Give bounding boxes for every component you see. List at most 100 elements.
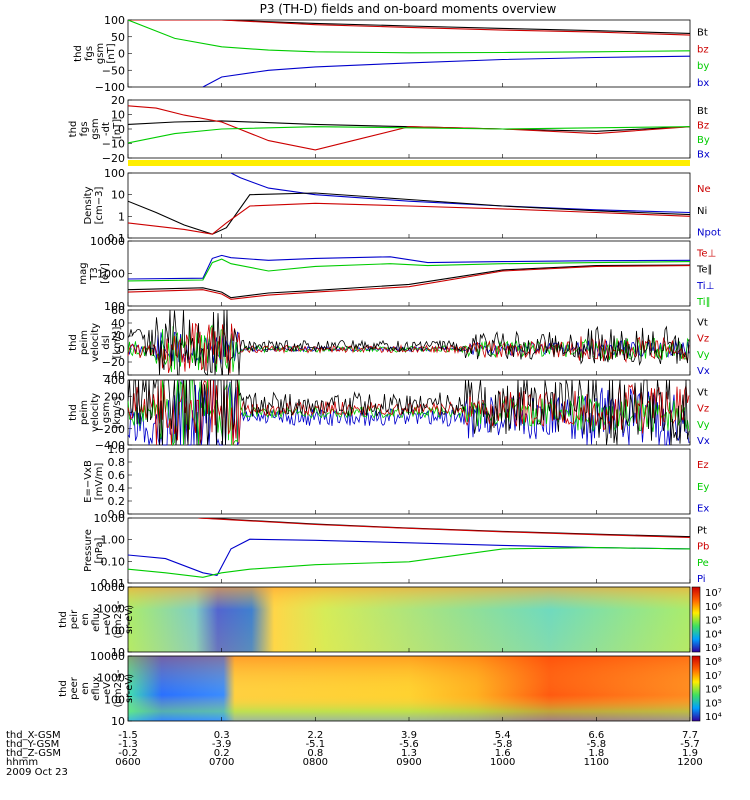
legend-entry: Vt	[697, 387, 708, 398]
ytick-label: 0	[118, 48, 125, 61]
ylabel-line: thd	[68, 404, 79, 421]
series-Ti∥	[128, 258, 690, 282]
ytick-label: 0.6	[108, 469, 126, 482]
series-Pt	[198, 518, 690, 538]
legend-entry: by	[697, 61, 709, 72]
ylabel-line: thd	[58, 611, 69, 628]
legend-entry: Te∥	[696, 265, 713, 276]
ytick-label: 0.0	[108, 508, 126, 521]
ytick-label: 0.8	[108, 456, 126, 469]
ytick-label: 10000	[90, 235, 125, 248]
ylabel-line: mag	[78, 262, 89, 284]
series-Pb	[198, 518, 690, 539]
ylabel-line: E=−VxB	[83, 460, 94, 503]
spectrogram-shade	[128, 656, 690, 721]
ephemeris-value: 3.9	[401, 730, 417, 741]
colorbar: 10⁸ 10⁷ 10⁶ 10⁵ 10⁴	[691, 655, 722, 723]
legend-entry: Ex	[697, 504, 709, 515]
ylabel-line: gsm	[90, 118, 101, 139]
legend-entry: Pi	[697, 574, 706, 585]
series-Te⊥	[128, 265, 690, 300]
legend-entry: Bt	[697, 106, 708, 117]
noise-trace	[127, 379, 690, 446]
colorbar: 10⁷ 10⁶ 10⁵ 10⁴ 10³	[691, 586, 722, 654]
ytick-label: 100	[104, 624, 125, 637]
ylabel-line: Pressure	[83, 529, 94, 572]
panel-electron-spectrogram: 10⁸ 10⁷ 10⁶ 10⁵ 10⁴ 10000 1000 100 10 thd peer en ef…	[58, 650, 722, 728]
ylabel-line: T3	[89, 267, 100, 280]
ylabel-line: fgs	[79, 121, 90, 136]
ephemeris-value: -5.7	[680, 739, 700, 750]
series-by	[128, 20, 690, 54]
ephemeris-value: -5.6	[399, 739, 419, 750]
legend-entry: Bt	[697, 28, 708, 39]
ytick-label: 0.10	[101, 555, 126, 568]
xtick-label: 1100	[584, 757, 609, 768]
ylabel-line: thd	[68, 121, 79, 138]
series-Bt	[128, 120, 690, 132]
ytick-label: 10	[111, 189, 125, 202]
ytick-label: 60	[111, 304, 125, 317]
ephemeris-label: hhmm	[6, 757, 38, 768]
date-label: 2009 Oct 23	[6, 767, 68, 778]
figure-title: P3 (TH-D) fields and on-board moments ov…	[260, 2, 557, 16]
series-Bz	[128, 105, 690, 151]
ephemeris-label: thd_Z-GSM	[6, 748, 61, 759]
ephemeris-value: -5.1	[306, 739, 326, 750]
ytick-label: 0.4	[108, 482, 126, 495]
ylabel-line: velocity	[90, 323, 101, 362]
colorbar-label: 10⁴	[705, 629, 722, 640]
legend-entry: Ti⊥	[696, 281, 714, 292]
ylabel-line: peer	[69, 676, 80, 700]
ephemeris-value: 5.4	[495, 730, 511, 741]
ephemeris-value: 1.6	[495, 748, 511, 759]
legend-entry: Te⊥	[696, 248, 716, 259]
ytick-label: 10000	[90, 581, 125, 594]
ytick-label: 1000	[97, 603, 125, 616]
ylabel-line: eV	[102, 682, 113, 695]
xtick-label: 0800	[303, 757, 328, 768]
ytick-label: 1.00	[101, 534, 126, 547]
legend-entry: Ni	[697, 206, 707, 217]
series-bz	[128, 20, 690, 36]
panel-density: 100 10 1 0.1 Density [cm−3] Ne Ni Npot	[83, 167, 721, 245]
ylabel-line: eflux	[91, 607, 102, 632]
ytick-label: 20	[111, 94, 125, 107]
xtick-label: 0700	[209, 757, 234, 768]
ylabel-line: velocity	[90, 393, 101, 432]
ytick-label: −200	[95, 423, 125, 436]
ephemeris-value: 1.9	[682, 748, 698, 759]
colorbar-label: 10⁵	[705, 616, 722, 627]
panel-temperature: 10000 1000 100 mag T3 [eV] Te⊥ Te∥ Ti⊥ Ti∥	[78, 235, 716, 313]
panel-fgs-gsm: 100 50 0 −50 −100 thd fgs gsm [nT] Bt bz by bx	[73, 14, 709, 94]
series-Te∥	[128, 264, 690, 299]
legend-entry: Vy	[697, 420, 710, 431]
ytick-label: 10.00	[94, 512, 126, 525]
panel-frame	[127, 448, 691, 515]
series-Pi	[128, 538, 690, 577]
legend-entry: By	[697, 135, 710, 146]
ylabel-line: dsl	[101, 335, 112, 349]
ytick-label: −50	[102, 64, 125, 77]
ylabel-line: [eV]	[100, 263, 111, 284]
legend-entry: bx	[697, 78, 709, 89]
legend-entry: Vy	[697, 350, 710, 361]
legend-entry: Npot	[697, 228, 721, 239]
panel-frame	[127, 19, 691, 88]
ytick-label: 40	[111, 317, 125, 330]
ylabel-line: (cm2-s-	[113, 600, 124, 638]
series-Ne	[128, 202, 690, 235]
panel-fgs-gsm-detrend: 20 100 −10−20 thd fgs gsm -dt [nT] Bt Bz By Bx	[68, 94, 710, 166]
ephemeris-value: 0.2	[214, 748, 230, 759]
ephemeris-value: 1.3	[401, 748, 417, 759]
ytick-label: 0	[118, 343, 125, 356]
series-bx	[202, 55, 690, 87]
xtick-label: 1000	[490, 757, 515, 768]
ytick-label: 100	[104, 167, 125, 180]
colorbar-label: 10⁵	[705, 698, 722, 709]
colorbar-label: 10⁶	[705, 602, 722, 613]
colorbar-label: 10⁷	[705, 588, 722, 599]
ytick-label: 1000	[97, 268, 125, 281]
ytick-label: 100	[104, 693, 125, 706]
